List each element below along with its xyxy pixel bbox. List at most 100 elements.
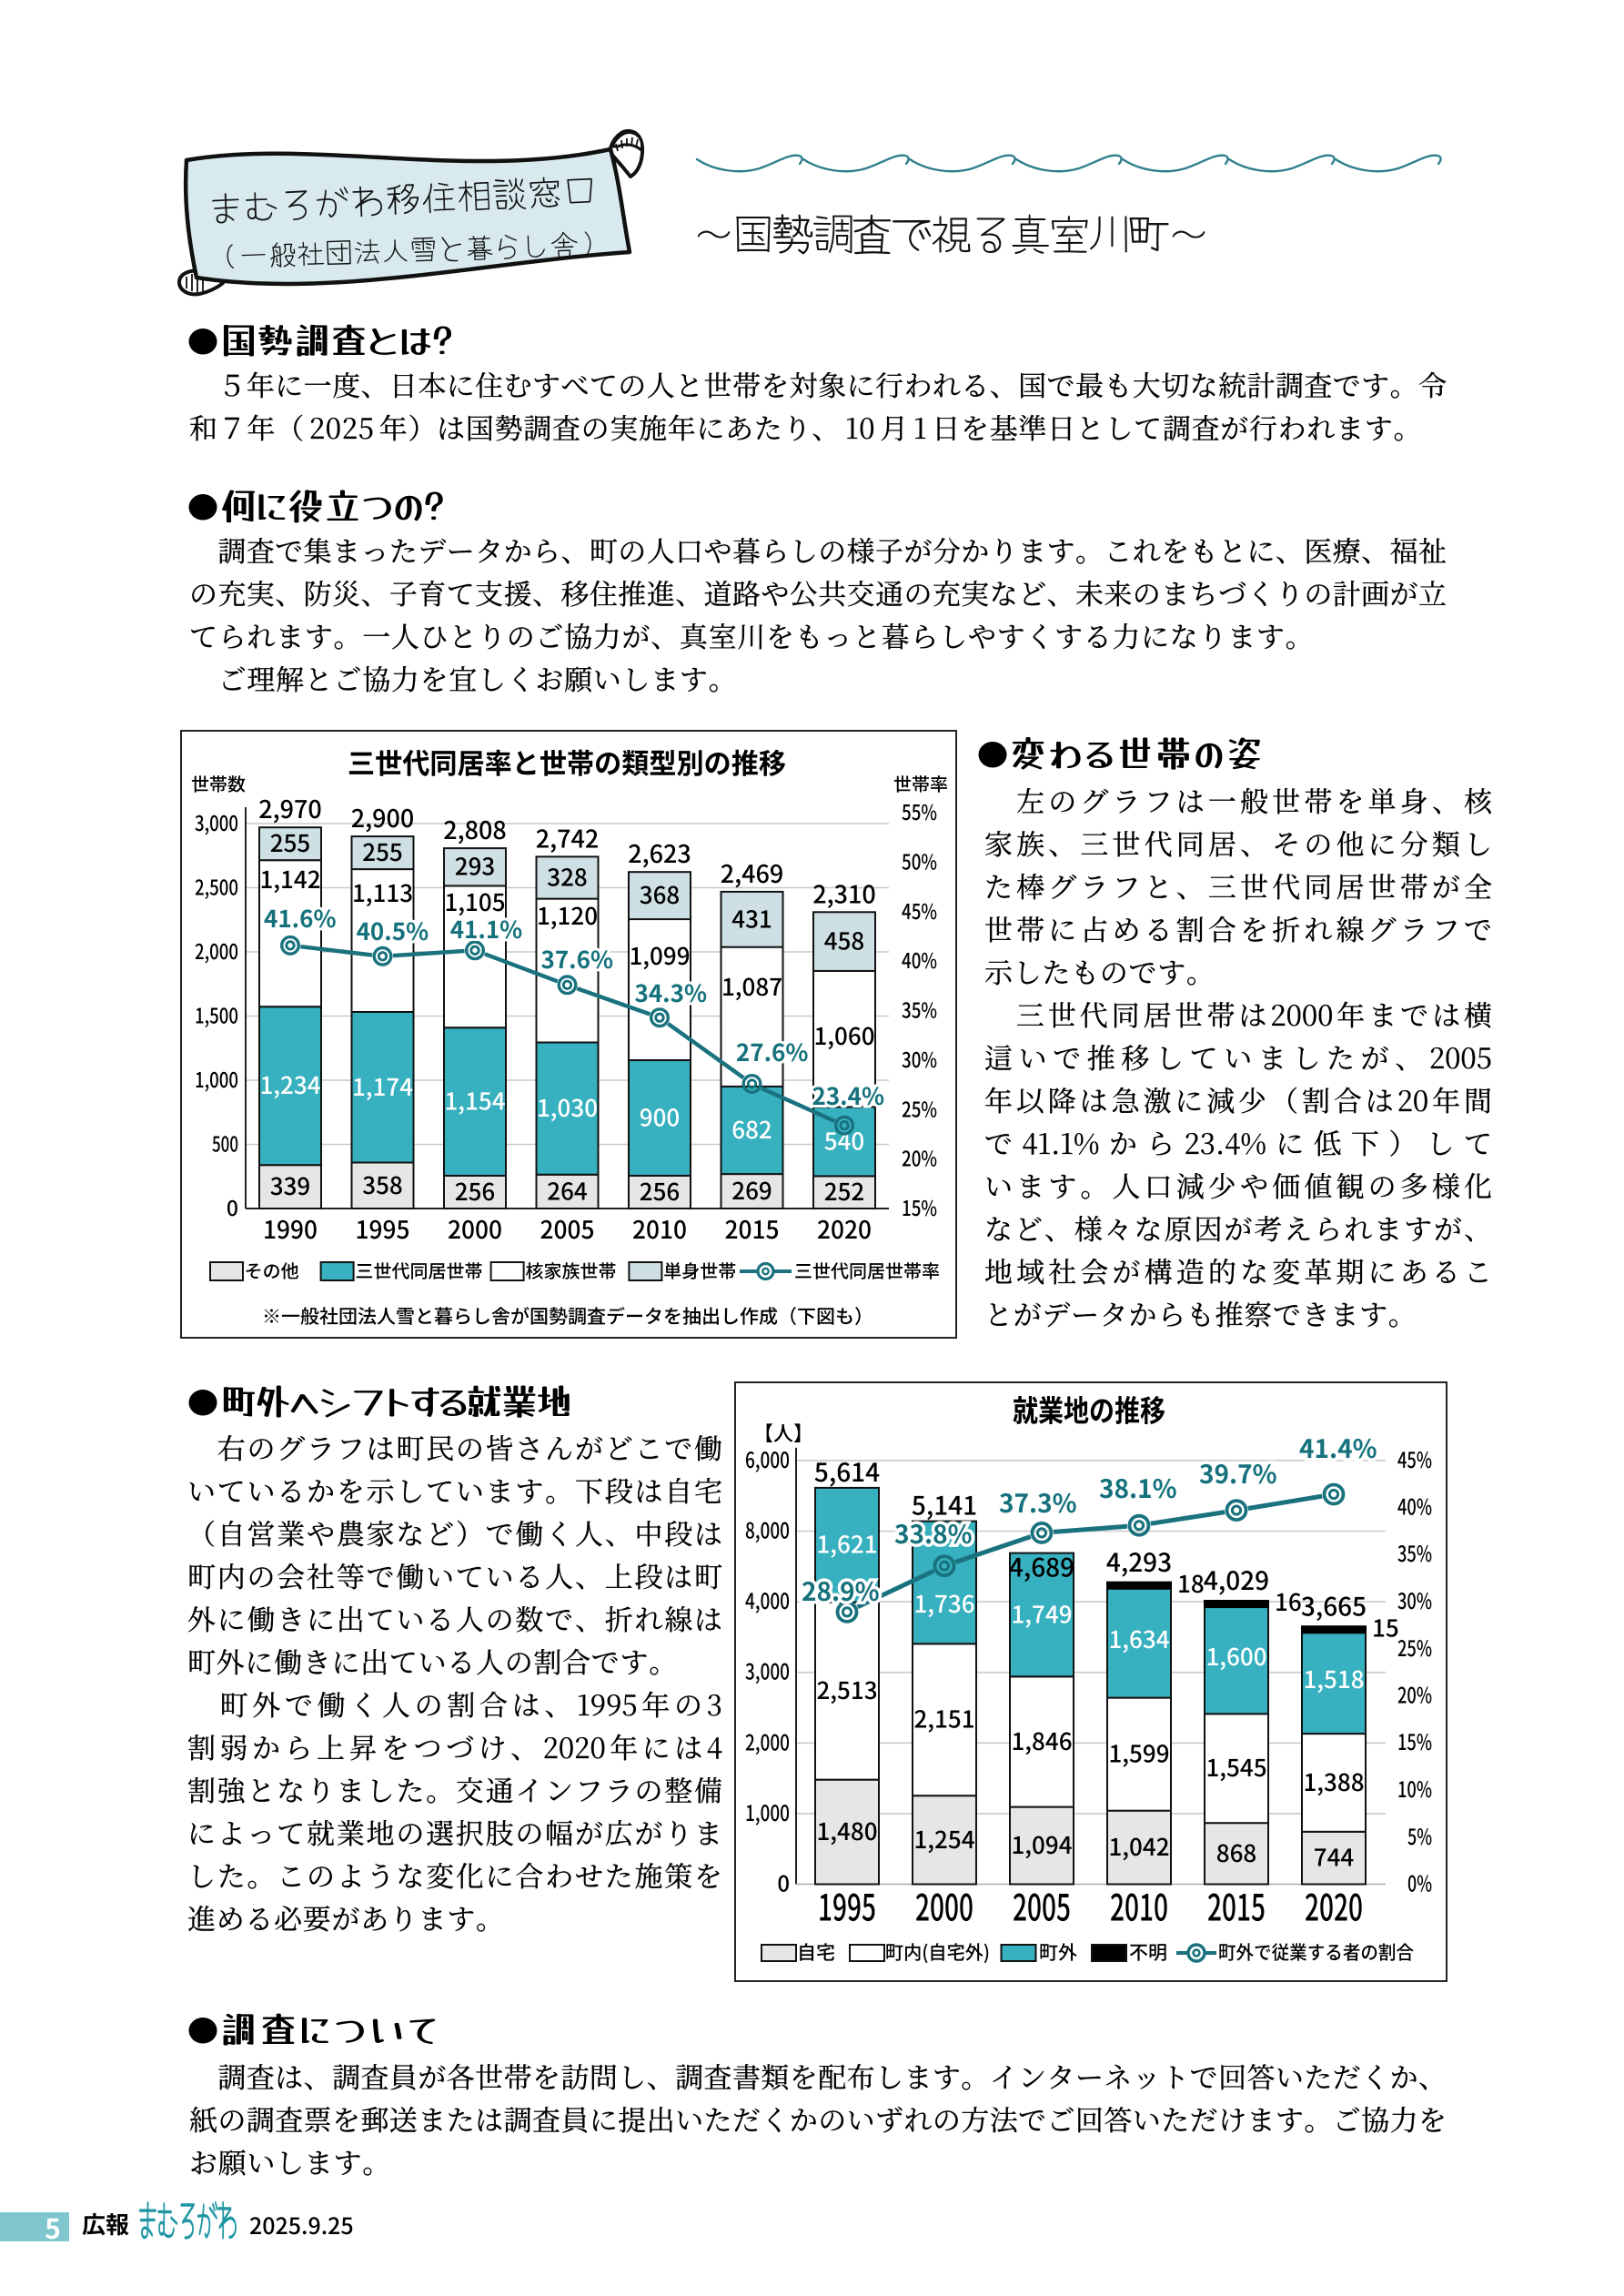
svg-text:2,808: 2,808 xyxy=(443,811,507,846)
svg-text:町内(自宅外): 町内(自宅外) xyxy=(885,1938,990,1966)
svg-text:255: 255 xyxy=(270,825,310,859)
svg-text:単身世帯: 単身世帯 xyxy=(663,1257,736,1283)
svg-text:世帯率: 世帯率 xyxy=(893,770,948,796)
svg-text:682: 682 xyxy=(731,1112,772,1146)
svg-text:255: 255 xyxy=(362,834,402,868)
svg-text:2015: 2015 xyxy=(1207,1879,1266,1932)
svg-text:1,113: 1,113 xyxy=(352,875,413,909)
svg-text:500: 500 xyxy=(212,1128,238,1158)
svg-text:1,154: 1,154 xyxy=(444,1084,505,1118)
svg-text:41.1%: 41.1% xyxy=(450,912,523,946)
svg-text:1,030: 1,030 xyxy=(537,1090,598,1124)
svg-text:町外: 町外 xyxy=(1039,1938,1077,1966)
svg-text:三世代同居世帯: 三世代同居世帯 xyxy=(356,1257,483,1283)
svg-text:41.6%: 41.6% xyxy=(264,901,337,935)
svg-text:38.1%: 38.1% xyxy=(1099,1470,1177,1506)
svg-text:1,120: 1,120 xyxy=(537,898,598,932)
svg-text:40%: 40% xyxy=(902,944,937,975)
svg-text:15%: 15% xyxy=(1397,1725,1432,1756)
svg-text:45%: 45% xyxy=(902,895,937,925)
svg-text:1,600: 1,600 xyxy=(1205,1639,1266,1673)
svg-text:三世代同居世帯率: 三世代同居世帯率 xyxy=(794,1257,940,1283)
svg-text:不明: 不明 xyxy=(1129,1938,1167,1966)
svg-text:6,000: 6,000 xyxy=(745,1442,790,1474)
svg-text:1,099: 1,099 xyxy=(629,938,690,972)
svg-text:35%: 35% xyxy=(1397,1536,1432,1568)
svg-text:1,621: 1,621 xyxy=(816,1527,877,1561)
svg-text:256: 256 xyxy=(455,1174,495,1208)
svg-text:世帯数: 世帯数 xyxy=(191,770,246,796)
svg-text:431: 431 xyxy=(731,901,772,935)
svg-text:1,174: 1,174 xyxy=(352,1069,413,1103)
svg-text:28.9%: 28.9% xyxy=(802,1573,880,1609)
svg-text:1,087: 1,087 xyxy=(721,969,782,1003)
svg-text:41.4%: 41.4% xyxy=(1299,1430,1377,1466)
svg-text:3,000: 3,000 xyxy=(745,1654,790,1686)
svg-text:458: 458 xyxy=(824,924,864,957)
svg-text:4,293: 4,293 xyxy=(1106,1543,1172,1580)
svg-text:37.3%: 37.3% xyxy=(999,1484,1077,1521)
svg-text:1,000: 1,000 xyxy=(745,1795,790,1827)
svg-text:25%: 25% xyxy=(902,1092,937,1123)
svg-text:33.8%: 33.8% xyxy=(894,1515,973,1552)
svg-text:1,500: 1,500 xyxy=(195,999,238,1030)
svg-text:4,689: 4,689 xyxy=(1009,1549,1074,1585)
svg-text:5,614: 5,614 xyxy=(814,1453,880,1490)
svg-text:1,105: 1,105 xyxy=(444,885,505,918)
svg-text:15%: 15% xyxy=(902,1191,937,1222)
svg-text:2,469: 2,469 xyxy=(721,855,784,890)
svg-text:1,599: 1,599 xyxy=(1108,1736,1169,1770)
svg-text:【人】: 【人】 xyxy=(753,1418,813,1447)
svg-text:368: 368 xyxy=(640,877,680,911)
svg-text:23.4%: 23.4% xyxy=(812,1078,885,1112)
svg-text:18: 18 xyxy=(1177,1566,1205,1600)
svg-text:2015: 2015 xyxy=(725,1210,780,1246)
svg-text:町外で従業する者の割合: 町外で従業する者の割合 xyxy=(1218,1938,1414,1966)
svg-text:1,480: 1,480 xyxy=(816,1814,877,1847)
svg-text:2,151: 2,151 xyxy=(913,1702,974,1735)
svg-text:2,513: 2,513 xyxy=(816,1673,877,1706)
svg-text:3,000: 3,000 xyxy=(195,806,238,837)
svg-text:269: 269 xyxy=(731,1173,772,1207)
svg-text:1,518: 1,518 xyxy=(1303,1662,1364,1695)
svg-text:1,254: 1,254 xyxy=(913,1822,974,1856)
svg-text:339: 339 xyxy=(270,1168,310,1202)
svg-text:30%: 30% xyxy=(1397,1583,1432,1615)
svg-text:744: 744 xyxy=(1314,1840,1355,1874)
svg-text:27.6%: 27.6% xyxy=(736,1035,809,1068)
svg-text:1,634: 1,634 xyxy=(1108,1622,1169,1655)
svg-text:1,060: 1,060 xyxy=(813,1018,874,1052)
svg-text:293: 293 xyxy=(455,849,495,883)
svg-text:25%: 25% xyxy=(1397,1631,1432,1663)
svg-text:2,000: 2,000 xyxy=(195,935,238,966)
svg-text:15: 15 xyxy=(1372,1610,1399,1644)
svg-text:256: 256 xyxy=(640,1174,680,1208)
svg-text:2,310: 2,310 xyxy=(812,875,876,910)
svg-text:0%: 0% xyxy=(1407,1866,1432,1898)
svg-text:2,500: 2,500 xyxy=(195,871,238,902)
svg-text:その他: その他 xyxy=(245,1257,299,1283)
svg-text:4,000: 4,000 xyxy=(745,1583,790,1615)
svg-text:2,623: 2,623 xyxy=(628,834,691,870)
svg-text:1,234: 1,234 xyxy=(259,1067,320,1101)
svg-text:45%: 45% xyxy=(1397,1442,1432,1474)
svg-text:1,749: 1,749 xyxy=(1011,1597,1072,1631)
svg-text:1,142: 1,142 xyxy=(259,862,320,895)
svg-text:1,042: 1,042 xyxy=(1108,1829,1169,1863)
svg-text:就業地の推移: 就業地の推移 xyxy=(1013,1387,1165,1431)
svg-text:34.3%: 34.3% xyxy=(635,976,708,1009)
svg-text:3,665: 3,665 xyxy=(1301,1587,1367,1623)
svg-text:5%: 5% xyxy=(1407,1819,1432,1851)
svg-text:2010: 2010 xyxy=(1110,1879,1168,1932)
svg-text:30%: 30% xyxy=(902,1043,937,1074)
svg-text:2000: 2000 xyxy=(448,1210,502,1246)
svg-text:2005: 2005 xyxy=(540,1210,595,1246)
svg-text:4,029: 4,029 xyxy=(1204,1562,1269,1598)
svg-text:2020: 2020 xyxy=(817,1210,872,1246)
svg-text:1995: 1995 xyxy=(818,1879,876,1932)
svg-text:37.6%: 37.6% xyxy=(541,942,614,976)
svg-text:40%: 40% xyxy=(1397,1490,1432,1522)
svg-text:2,000: 2,000 xyxy=(745,1725,790,1756)
svg-text:1990: 1990 xyxy=(263,1210,318,1246)
svg-text:2,742: 2,742 xyxy=(536,819,600,855)
